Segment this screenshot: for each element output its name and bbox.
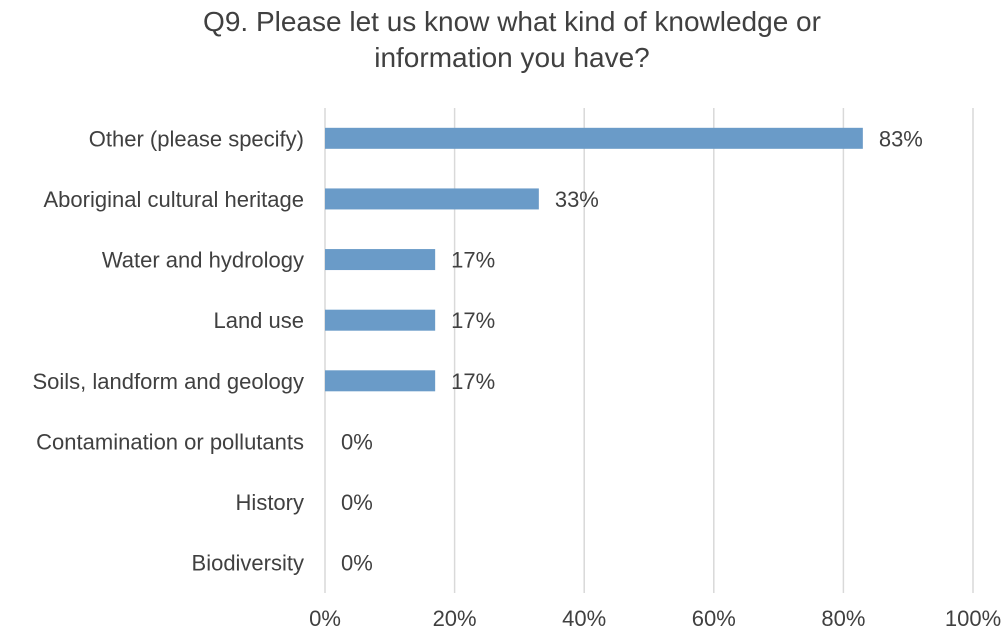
- chart-title-line-2: information you have?: [374, 42, 650, 73]
- category-label: Soils, landform and geology: [33, 369, 305, 394]
- x-tick-label: 80%: [821, 606, 865, 631]
- x-tick-label: 60%: [692, 606, 736, 631]
- data-label: 83%: [879, 126, 923, 151]
- data-label: 17%: [451, 248, 495, 273]
- data-label: 17%: [451, 369, 495, 394]
- x-tick-label: 0%: [309, 606, 341, 631]
- bar: [325, 127, 863, 149]
- category-label: Other (please specify): [89, 126, 304, 151]
- category-label: History: [236, 490, 304, 515]
- chart-title: Q9. Please let us know what kind of know…: [0, 4, 1004, 76]
- category-label: Biodiversity: [192, 551, 304, 576]
- bar: [325, 370, 436, 392]
- data-label: 0%: [341, 551, 373, 576]
- data-label: 33%: [555, 187, 599, 212]
- data-label: 17%: [451, 308, 495, 333]
- category-label: Land use: [213, 308, 304, 333]
- chart-title-line-1: Q9. Please let us know what kind of know…: [203, 6, 821, 37]
- bar: [325, 188, 539, 210]
- x-tick-label: 40%: [562, 606, 606, 631]
- category-label: Contamination or pollutants: [36, 429, 304, 454]
- data-label: 0%: [341, 490, 373, 515]
- category-label: Aboriginal cultural heritage: [44, 187, 305, 212]
- category-label: Water and hydrology: [102, 248, 304, 273]
- x-tick-label: 20%: [433, 606, 477, 631]
- bar: [325, 309, 436, 331]
- x-tick-label: 100%: [945, 606, 1001, 631]
- bar: [325, 249, 436, 271]
- data-label: 0%: [341, 429, 373, 454]
